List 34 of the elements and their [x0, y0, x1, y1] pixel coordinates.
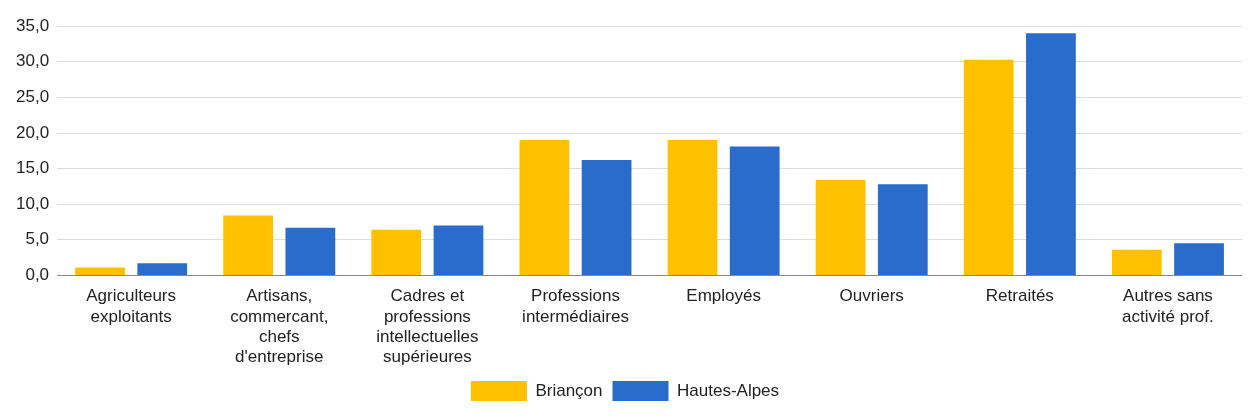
x-tick-label: Employés [686, 286, 761, 306]
y-tick-label: 15,0 [15, 158, 50, 178]
legend-label: Hautes-Alpes [677, 380, 780, 400]
bar [223, 215, 274, 275]
bar [371, 229, 422, 275]
x-tick-label: Agriculteurs exploitants [86, 286, 177, 326]
bar [667, 140, 718, 275]
bar [815, 179, 866, 275]
x-tick-label: Ouvriers [839, 286, 904, 306]
y-tick-label: 10,0 [15, 193, 50, 213]
bar [1111, 249, 1162, 275]
bar [519, 140, 570, 275]
bar [581, 160, 632, 275]
y-tick-label: 0,0 [25, 265, 50, 285]
bar [963, 59, 1014, 275]
y-tick-label: 5,0 [25, 229, 50, 249]
bar [729, 146, 780, 275]
bar [433, 225, 484, 275]
y-tick-label: 30,0 [15, 51, 50, 71]
bar [285, 227, 336, 275]
x-tick-label: Professions intermédiaires [522, 286, 629, 326]
y-tick-label: 20,0 [15, 122, 50, 142]
x-tick-label: Artisans, commercant, chefs d'entreprise [230, 286, 329, 367]
x-tick-label: Cadres et professions intellectuelles supérieures [376, 286, 479, 367]
bar [1026, 33, 1076, 275]
x-tick-label: Autres sans activité prof. [1122, 286, 1214, 326]
bar [137, 263, 188, 275]
legend-label: Briançon [535, 380, 603, 400]
y-tick-label: 25,0 [15, 87, 50, 107]
bar [1174, 243, 1224, 275]
bar [75, 267, 125, 275]
bar [877, 184, 928, 275]
y-tick-label: 35,0 [15, 15, 50, 35]
x-tick-label: Retraités [985, 286, 1054, 306]
